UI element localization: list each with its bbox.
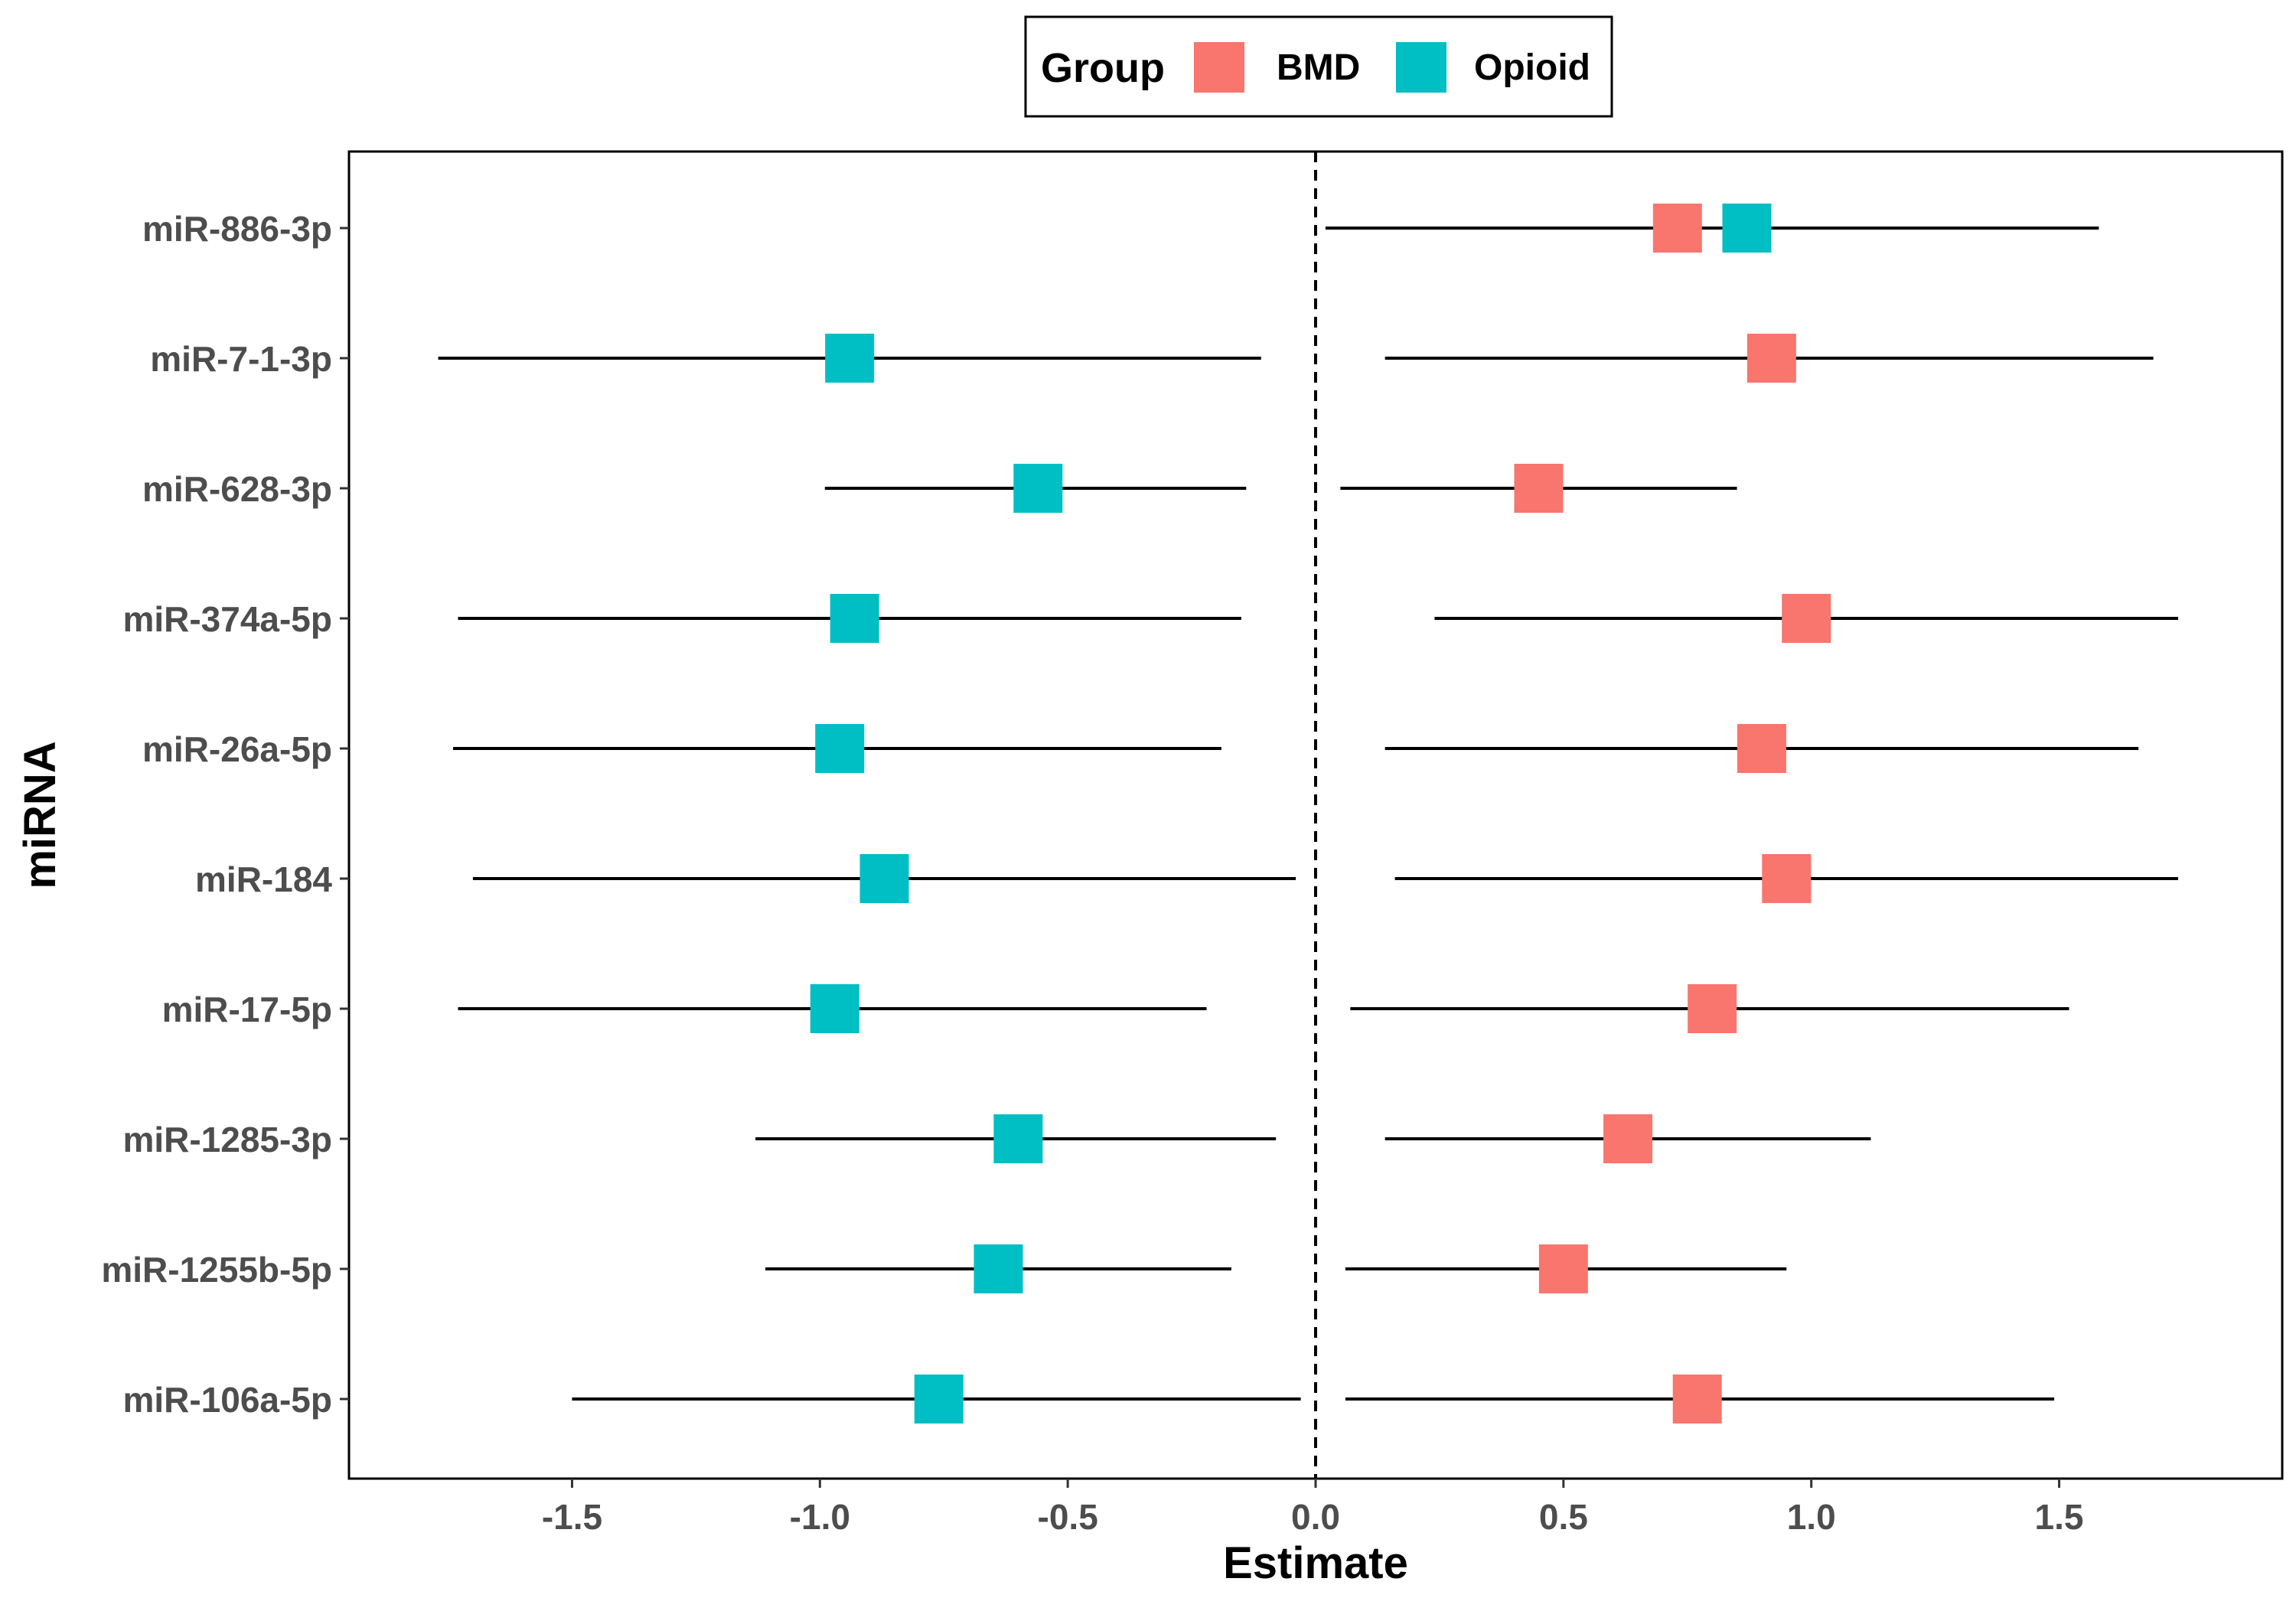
legend-swatch-bmd: [1194, 42, 1244, 93]
point-bmd-mir-1285-3p: [1603, 1114, 1653, 1163]
x-tick-label-5: 1.0: [1787, 1497, 1836, 1537]
point-bmd-mir-886-3p: [1652, 204, 1702, 253]
legend-box: [1024, 15, 1613, 118]
y-tick-label-mir-628-3p: miR-628-3p: [142, 469, 332, 509]
point-opioid-mir-1285-3p: [993, 1114, 1043, 1163]
x-tick-label-0: -1.5: [542, 1497, 602, 1537]
point-opioid-mir-106a-5p: [914, 1375, 964, 1423]
y-tick-label-mir-26a-5p: miR-26a-5p: [142, 729, 332, 769]
legend-label-bmd: BMD: [1277, 47, 1360, 88]
point-opioid-mir-1255b-5p: [974, 1244, 1023, 1293]
point-opioid-mir-886-3p: [1722, 204, 1772, 253]
point-opioid-mir-374a-5p: [830, 594, 879, 643]
y-tick-label-mir-17-5p: miR-17-5p: [162, 990, 332, 1029]
point-bmd-mir-106a-5p: [1672, 1375, 1722, 1423]
y-tick-label-mir-106a-5p: miR-106a-5p: [122, 1380, 332, 1420]
y-tick-label-mir-886-3p: miR-886-3p: [142, 209, 332, 249]
y-tick-label-mir-374a-5p: miR-374a-5p: [122, 599, 332, 639]
point-opioid-mir-184: [859, 854, 909, 903]
point-bmd-mir-374a-5p: [1782, 594, 1831, 643]
y-tick-label-mir-1285-3p: miR-1285-3p: [122, 1120, 332, 1159]
point-opioid-mir-17-5p: [810, 984, 859, 1033]
point-bmd-mir-628-3p: [1514, 464, 1564, 513]
y-tick-label-mir-184: miR-184: [195, 859, 332, 899]
x-tick-label-3: 0.0: [1291, 1497, 1340, 1537]
data-marks: [438, 204, 2178, 1423]
x-tick-label-2: -0.5: [1038, 1497, 1098, 1537]
legend-title: Group: [1041, 45, 1165, 91]
point-opioid-mir-628-3p: [1013, 464, 1063, 513]
x-axis: -1.5 -1.0 -0.5 0.0 0.5 1.0 1.5: [542, 1479, 2084, 1537]
point-opioid-mir-7-1-3p: [825, 334, 875, 383]
legend: Group BMD Opioid: [1024, 15, 1613, 118]
legend-label-opioid: Opioid: [1474, 47, 1590, 88]
y-axis: miR-886-3p miR-7-1-3p miR-628-3p miR-374a-5…: [101, 209, 349, 1420]
point-bmd-mir-26a-5p: [1737, 724, 1786, 773]
legend-swatch-opioid: [1396, 42, 1446, 93]
point-bmd-mir-1255b-5p: [1538, 1244, 1588, 1293]
y-tick-label-mir-7-1-3p: miR-7-1-3p: [150, 339, 332, 379]
x-tick-label-1: -1.0: [790, 1497, 850, 1537]
x-axis-title: Estimate: [1223, 1538, 1408, 1588]
x-tick-label-6: 1.5: [2035, 1497, 2084, 1537]
point-bmd-mir-184: [1762, 854, 1812, 903]
x-tick-label-4: 0.5: [1539, 1497, 1588, 1537]
point-bmd-mir-7-1-3p: [1746, 334, 1796, 383]
point-bmd-mir-17-5p: [1688, 984, 1737, 1033]
y-tick-label-mir-1255b-5p: miR-1255b-5p: [101, 1250, 332, 1290]
y-axis-title: miRNA: [15, 741, 65, 889]
point-opioid-mir-26a-5p: [815, 724, 865, 773]
